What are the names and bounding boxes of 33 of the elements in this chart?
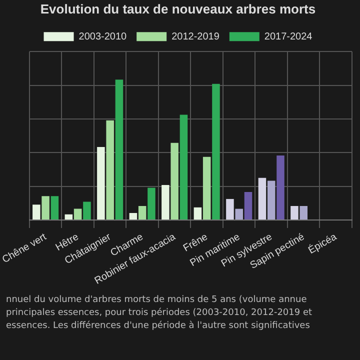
bar bbox=[226, 198, 234, 220]
bar bbox=[180, 114, 188, 220]
bar bbox=[148, 188, 156, 220]
text: nnuel du volume d'arbres morts de moins de 5 ans (volume annue bbox=[6, 294, 308, 307]
legend-label: 2003-2010 bbox=[78, 31, 128, 42]
bar bbox=[290, 206, 298, 220]
bar bbox=[50, 196, 59, 220]
bar bbox=[276, 155, 284, 220]
bar bbox=[300, 206, 308, 220]
bar bbox=[258, 178, 266, 220]
legend-label: 2017-2024 bbox=[264, 31, 313, 42]
bar bbox=[138, 206, 146, 220]
bar bbox=[212, 84, 220, 220]
bar bbox=[74, 208, 82, 220]
bar bbox=[244, 192, 252, 220]
bar bbox=[83, 202, 91, 220]
bar bbox=[202, 156, 211, 220]
bar bbox=[162, 184, 170, 220]
bar bbox=[267, 180, 276, 220]
bar bbox=[170, 142, 178, 220]
bar bbox=[106, 120, 114, 220]
bar bbox=[97, 147, 105, 220]
bar bbox=[64, 214, 73, 220]
bar bbox=[194, 207, 202, 220]
bar bbox=[235, 208, 243, 220]
bar bbox=[129, 213, 138, 220]
legend-label: 2012-2019 bbox=[172, 31, 220, 42]
text: principales essences, pour trois périodes (2003-2010, 2012-2019 et bbox=[6, 307, 314, 320]
chart-title: Evolution du taux de nouveaux arbres morts bbox=[40, 1, 316, 16]
bar bbox=[115, 80, 124, 220]
text: essences. Les différences d'une période à l'autre sont significatives bbox=[6, 320, 311, 333]
bar bbox=[32, 204, 40, 220]
bar bbox=[42, 196, 50, 220]
